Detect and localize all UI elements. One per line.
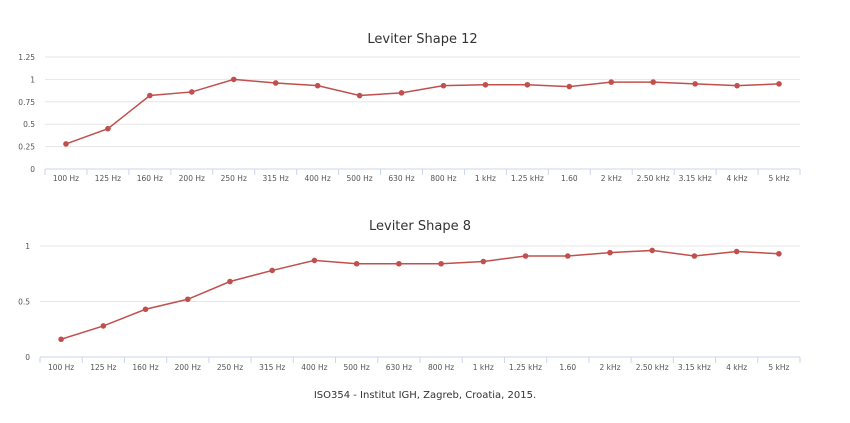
chart1-x-tick-label: 1.60 <box>561 174 578 183</box>
chart1-data-point <box>147 92 153 99</box>
chart2-x-tick-label: 250 Hz <box>217 363 243 372</box>
chart1-x-tick-label: 100 Hz <box>53 174 79 183</box>
chart1-data-point <box>272 80 279 86</box>
chart1-x-tick-label: 1.25 kHz <box>511 174 544 183</box>
chart2-x-tick-label: 630 Hz <box>386 363 412 372</box>
chart1-data-point <box>566 83 573 90</box>
chart2-x-tick-label: 160 Hz <box>132 363 158 372</box>
chart1-y-tick-label: 0.5 <box>23 120 35 129</box>
chart2-title: Leviter Shape 8 <box>369 219 471 234</box>
chart1-x-tick-label: 200 Hz <box>179 174 205 183</box>
chart1-data-point <box>314 82 321 89</box>
chart1-data-point <box>776 81 782 87</box>
chart2-data-point <box>58 336 64 343</box>
source-caption: ISO354 - Institut IGH, Zagreb, Croatia, … <box>313 390 537 401</box>
chart2-data-point <box>649 247 656 254</box>
chart1-x-tick-label: 500 Hz <box>346 174 372 183</box>
chart2-x-tick-label: 3.15 kHz <box>678 363 711 372</box>
chart1-data-point <box>440 82 447 89</box>
chart1-x-tick-label: 160 Hz <box>137 174 163 183</box>
chart1-y-tick-label: 0.75 <box>18 98 35 107</box>
chart2-y-tick-label: 0.5 <box>18 298 30 307</box>
chart2-series-line <box>60 249 779 340</box>
chart1-data-point <box>230 76 237 83</box>
chart1-x-tick-label: 800 Hz <box>430 174 456 183</box>
chart1-y-tick-label: 0.25 <box>18 143 35 152</box>
chart2-data-point <box>438 260 444 267</box>
chart2-x-tick-label: 2.50 kHz <box>636 363 669 372</box>
chart2-x-tick-label: 4 kHz <box>726 363 747 372</box>
chart2-data-point <box>480 258 487 265</box>
chart2-data-point <box>142 306 149 313</box>
chart1-y-tick-label: 1 <box>30 75 35 84</box>
chart2-data-point <box>100 323 107 329</box>
chart2-data-point <box>227 278 233 285</box>
chart1-title: Leviter Shape 12 <box>367 32 477 47</box>
chart2-data-point <box>353 260 360 267</box>
chart2-x-tick-label: 400 Hz <box>301 363 327 372</box>
chart1-x-tick-label: 125 Hz <box>95 174 121 183</box>
chart1-data-point <box>608 79 615 85</box>
chart1-data-point <box>189 89 195 95</box>
chart1-x-tick-label: 400 Hz <box>304 174 330 183</box>
chart1-data-point <box>356 92 363 99</box>
chart2-x-tick-label: 2 kHz <box>599 363 620 372</box>
chart1-x-tick-label: 630 Hz <box>388 174 414 183</box>
chart1-x-tick-label: 250 Hz <box>221 174 247 183</box>
chart1-x-tick-label: 315 Hz <box>263 174 289 183</box>
chart1-x-tick-label: 1 kHz <box>475 174 496 183</box>
chart2-data-point <box>269 267 276 274</box>
chart2-x-tick-label: 5 kHz <box>768 363 789 372</box>
chart1-data-point <box>63 141 69 147</box>
chart2-x-tick-label: 100 Hz <box>48 363 74 372</box>
chart1-data-point <box>734 82 740 89</box>
chart2-x-tick-label: 200 Hz <box>175 363 201 372</box>
chart2-x-tick-label: 1.25 kHz <box>509 363 542 372</box>
chart1-data-point <box>398 90 405 96</box>
chart2-data-point <box>691 253 698 259</box>
chart1-data-point <box>105 125 111 132</box>
chart2-data-point <box>607 249 613 256</box>
chart1-x-tick-label: 2 kHz <box>601 174 622 183</box>
chart2-data-point <box>733 248 740 255</box>
chart1-x-tick-label: 5 kHz <box>768 174 789 183</box>
chart2-x-tick-label: 800 Hz <box>428 363 454 372</box>
chart2-data-point <box>184 296 191 303</box>
chart1-data-point <box>482 81 489 88</box>
chart1-x-tick-label: 3.15 kHz <box>679 174 712 183</box>
chart2-data-point <box>396 260 402 267</box>
chart1-data-point <box>524 81 531 88</box>
chart2-x-tick-label: 1.60 <box>559 363 576 372</box>
chart2-data-point <box>776 250 782 257</box>
chart1-x-tick-label: 4 kHz <box>727 174 748 183</box>
chart2-data-point <box>564 253 571 259</box>
chart1-y-tick-label: 0 <box>30 165 35 174</box>
chart1-data-point <box>650 79 656 85</box>
chart1-data-point <box>692 81 698 87</box>
chart2-y-tick-label: 0 <box>25 353 30 362</box>
chart2-x-tick-label: 125 Hz <box>90 363 116 372</box>
chart2-x-tick-label: 315 Hz <box>259 363 285 372</box>
chart2-data-point <box>311 257 318 264</box>
chart2-x-tick-label: 500 Hz <box>344 363 370 372</box>
chart2-data-point <box>522 253 529 259</box>
chart1-x-tick-label: 2.50 kHz <box>637 174 670 183</box>
chart1-y-tick-label: 1.25 <box>18 53 35 62</box>
chart1-series-line <box>65 78 780 145</box>
chart2-x-tick-label: 1 kHz <box>473 363 494 372</box>
chart2-y-tick-label: 1 <box>25 242 30 251</box>
